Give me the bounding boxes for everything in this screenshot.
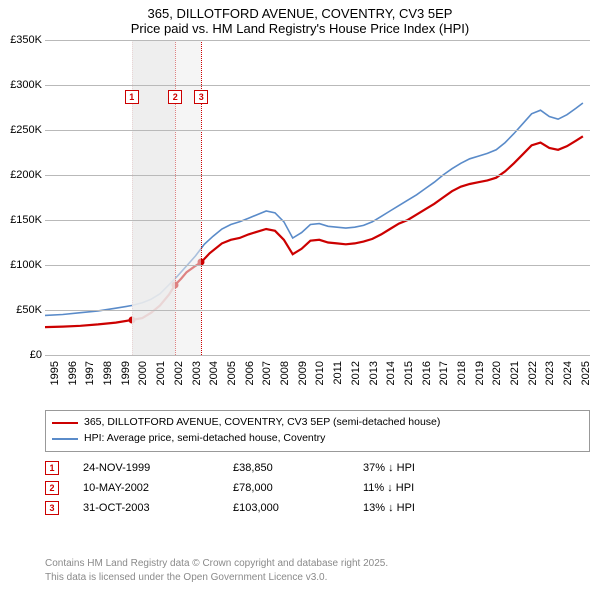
x-tick-label: 2016 (421, 361, 433, 385)
x-tick-label: 2013 (368, 361, 380, 385)
x-tick-label: 2010 (314, 361, 326, 385)
y-tick-label: £200K (0, 169, 42, 181)
sales-row: 1 24-NOV-1999£38,85037% ↓ HPI (45, 458, 590, 478)
x-tick-label: 2000 (137, 361, 149, 385)
x-tick-label: 2009 (297, 361, 309, 385)
sales-row-date: 10-MAY-2002 (83, 482, 233, 494)
gridline (45, 85, 590, 86)
gridline (45, 130, 590, 131)
sale-marker-box: 1 (125, 90, 139, 104)
sales-row-delta: 37% ↓ HPI (363, 462, 415, 474)
gridline (45, 310, 590, 311)
x-tick-label: 1997 (84, 361, 96, 385)
footer-line2: This data is licensed under the Open Gov… (45, 571, 590, 585)
x-tick-label: 2002 (173, 361, 185, 385)
legend-label-hpi: HPI: Average price, semi-detached house,… (84, 431, 325, 447)
title-subtitle: Price paid vs. HM Land Registry's House … (0, 21, 600, 36)
title-address: 365, DILLOTFORD AVENUE, COVENTRY, CV3 5E… (0, 6, 600, 21)
sales-row-price: £38,850 (233, 462, 363, 474)
x-tick-label: 1996 (67, 361, 79, 385)
x-tick-label: 2001 (155, 361, 167, 385)
x-tick-label: 2017 (438, 361, 450, 385)
gridline (45, 40, 590, 41)
x-tick-label: 2021 (509, 361, 521, 385)
sales-row-date: 24-NOV-1999 (83, 462, 233, 474)
y-tick-label: £0 (0, 349, 42, 361)
x-tick-label: 2024 (562, 361, 574, 385)
y-tick-label: £300K (0, 79, 42, 91)
title-block: 365, DILLOTFORD AVENUE, COVENTRY, CV3 5E… (0, 0, 600, 36)
legend-swatch-blue (52, 438, 78, 440)
gridline (45, 220, 590, 221)
sales-row-marker: 3 (45, 501, 59, 515)
sales-row-delta: 11% ↓ HPI (363, 482, 414, 494)
sales-row-delta: 13% ↓ HPI (363, 502, 415, 514)
x-tick-label: 2008 (279, 361, 291, 385)
x-tick-label: 2006 (244, 361, 256, 385)
sales-row-price: £78,000 (233, 482, 363, 494)
legend-row-price: 365, DILLOTFORD AVENUE, COVENTRY, CV3 5E… (52, 415, 583, 431)
x-tick-label: 2007 (261, 361, 273, 385)
shade-band (132, 40, 176, 355)
sales-row: 3 31-OCT-2003£103,00013% ↓ HPI (45, 498, 590, 518)
gridline (45, 265, 590, 266)
y-tick-label: £350K (0, 34, 42, 46)
legend-swatch-red (52, 422, 78, 424)
x-tick-label: 2005 (226, 361, 238, 385)
sale-marker-box: 3 (194, 90, 208, 104)
x-tick-label: 2011 (332, 361, 344, 385)
x-tick-label: 2025 (580, 361, 592, 385)
sales-row-marker: 1 (45, 461, 59, 475)
x-tick-label: 2018 (456, 361, 468, 385)
sales-table: 1 24-NOV-1999£38,85037% ↓ HPI 2 10-MAY-2002… (45, 458, 590, 518)
y-tick-label: £50K (0, 304, 42, 316)
plot-area (45, 40, 590, 355)
y-tick-label: £150K (0, 214, 42, 226)
footer-attribution: Contains HM Land Registry data © Crown c… (45, 557, 590, 584)
x-tick-label: 1999 (120, 361, 132, 385)
gridline (45, 175, 590, 176)
series-price_paid (45, 136, 583, 327)
sales-row-date: 31-OCT-2003 (83, 502, 233, 514)
x-tick-label: 2015 (403, 361, 415, 385)
x-tick-label: 2019 (474, 361, 486, 385)
x-tick-label: 2012 (350, 361, 362, 385)
footer-line1: Contains HM Land Registry data © Crown c… (45, 557, 590, 571)
sale-vline (201, 40, 202, 355)
chart-area: £0£50K£100K£150K£200K£250K£300K£350K1995… (0, 40, 600, 405)
legend-row-hpi: HPI: Average price, semi-detached house,… (52, 431, 583, 447)
legend-box: 365, DILLOTFORD AVENUE, COVENTRY, CV3 5E… (45, 410, 590, 452)
gridline (45, 355, 590, 356)
series-hpi (45, 103, 583, 315)
chart-container: 365, DILLOTFORD AVENUE, COVENTRY, CV3 5E… (0, 0, 600, 590)
x-tick-label: 2020 (491, 361, 503, 385)
shade-band (175, 40, 201, 355)
sales-row: 2 10-MAY-2002£78,00011% ↓ HPI (45, 478, 590, 498)
x-tick-label: 1998 (102, 361, 114, 385)
x-tick-label: 2023 (544, 361, 556, 385)
x-tick-label: 1995 (49, 361, 61, 385)
sales-row-price: £103,000 (233, 502, 363, 514)
chart-svg (45, 40, 590, 355)
y-tick-label: £100K (0, 259, 42, 271)
x-tick-label: 2004 (208, 361, 220, 385)
legend-label-price: 365, DILLOTFORD AVENUE, COVENTRY, CV3 5E… (84, 415, 440, 431)
x-tick-label: 2003 (191, 361, 203, 385)
x-tick-label: 2014 (385, 361, 397, 385)
sale-marker-box: 2 (168, 90, 182, 104)
sales-row-marker: 2 (45, 481, 59, 495)
y-tick-label: £250K (0, 124, 42, 136)
x-tick-label: 2022 (527, 361, 539, 385)
